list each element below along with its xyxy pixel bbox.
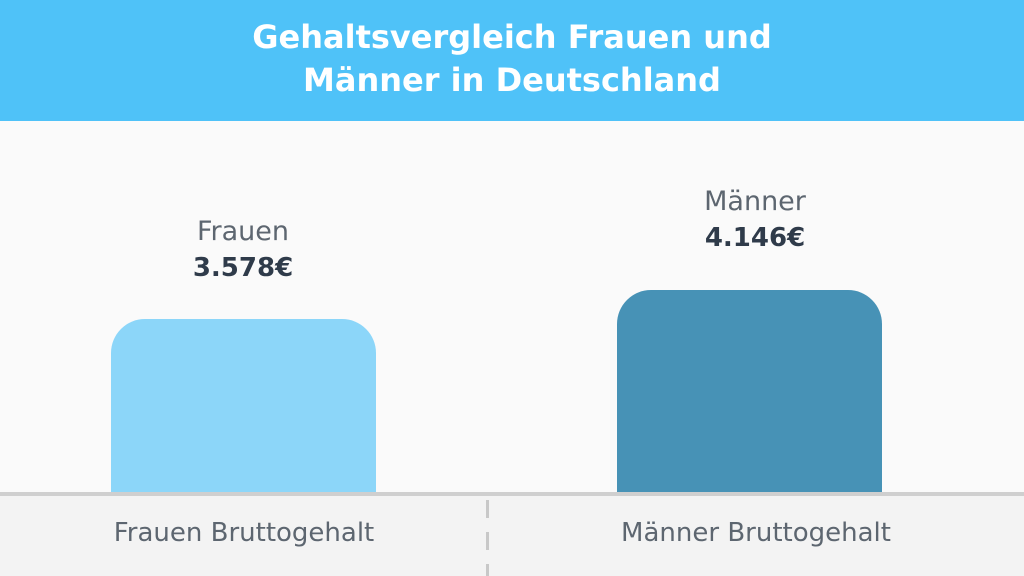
bar-maenner [617, 290, 882, 493]
chart-title: Gehaltsvergleich Frauen und Männer in De… [0, 16, 1024, 102]
chart-title-line1: Gehaltsvergleich Frauen und [252, 18, 772, 56]
category-axis: Frauen Bruttogehalt Männer Bruttogehalt [0, 496, 1024, 576]
value-label-maenner: 4.146€ [704, 223, 806, 253]
value-label-frauen: 3.578€ [192, 253, 294, 283]
title-banner: Gehaltsvergleich Frauen und Männer in De… [0, 0, 1024, 121]
bar-frauen [111, 319, 376, 493]
category-divider [486, 500, 489, 576]
series-name-frauen: Frauen [196, 216, 290, 247]
category-label-maenner: Männer Bruttogehalt [621, 518, 891, 548]
plot-area: Frauen 3.578€ Männer 4.146€ [0, 121, 1024, 493]
data-label-frauen: Frauen 3.578€ [93, 216, 393, 283]
category-label-frauen: Frauen Bruttogehalt [113, 518, 375, 548]
x-axis-line [0, 492, 1024, 496]
chart-title-line2: Männer in Deutschland [303, 61, 721, 99]
data-label-maenner: Männer 4.146€ [605, 186, 905, 253]
series-name-maenner: Männer [704, 186, 806, 217]
